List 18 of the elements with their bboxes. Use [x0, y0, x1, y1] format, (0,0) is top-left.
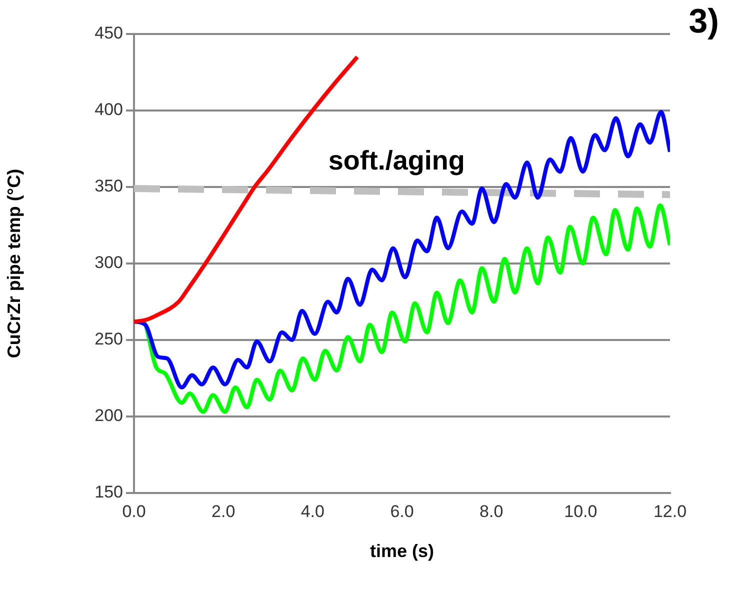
x-tick-label: 10.0 [564, 502, 598, 521]
x-tick-label: 6.0 [390, 502, 414, 521]
y-tick-label: 350 [94, 176, 123, 196]
y-tick-label: 300 [94, 253, 123, 272]
y-tick-label: 400 [94, 100, 123, 120]
y-axis-title: CuCrZr pipe temp (°C) [4, 168, 24, 358]
x-tick-label: 12.0 [653, 502, 687, 521]
text: 3) [688, 2, 719, 40]
x-tick-label: 2.0 [212, 502, 236, 521]
x-tick-label: 4.0 [300, 502, 324, 521]
annotation: soft./aging [328, 145, 465, 176]
y-tick-label: 150 [94, 482, 123, 502]
y-tick-label: 450 [94, 24, 123, 43]
y-tick-label: 250 [94, 330, 123, 349]
x-tick-label: 8.0 [480, 502, 504, 521]
y-tick-label: 200 [94, 406, 123, 426]
x-axis-title: time (s) [370, 541, 434, 562]
x-tick-label: 0.0 [122, 502, 146, 521]
